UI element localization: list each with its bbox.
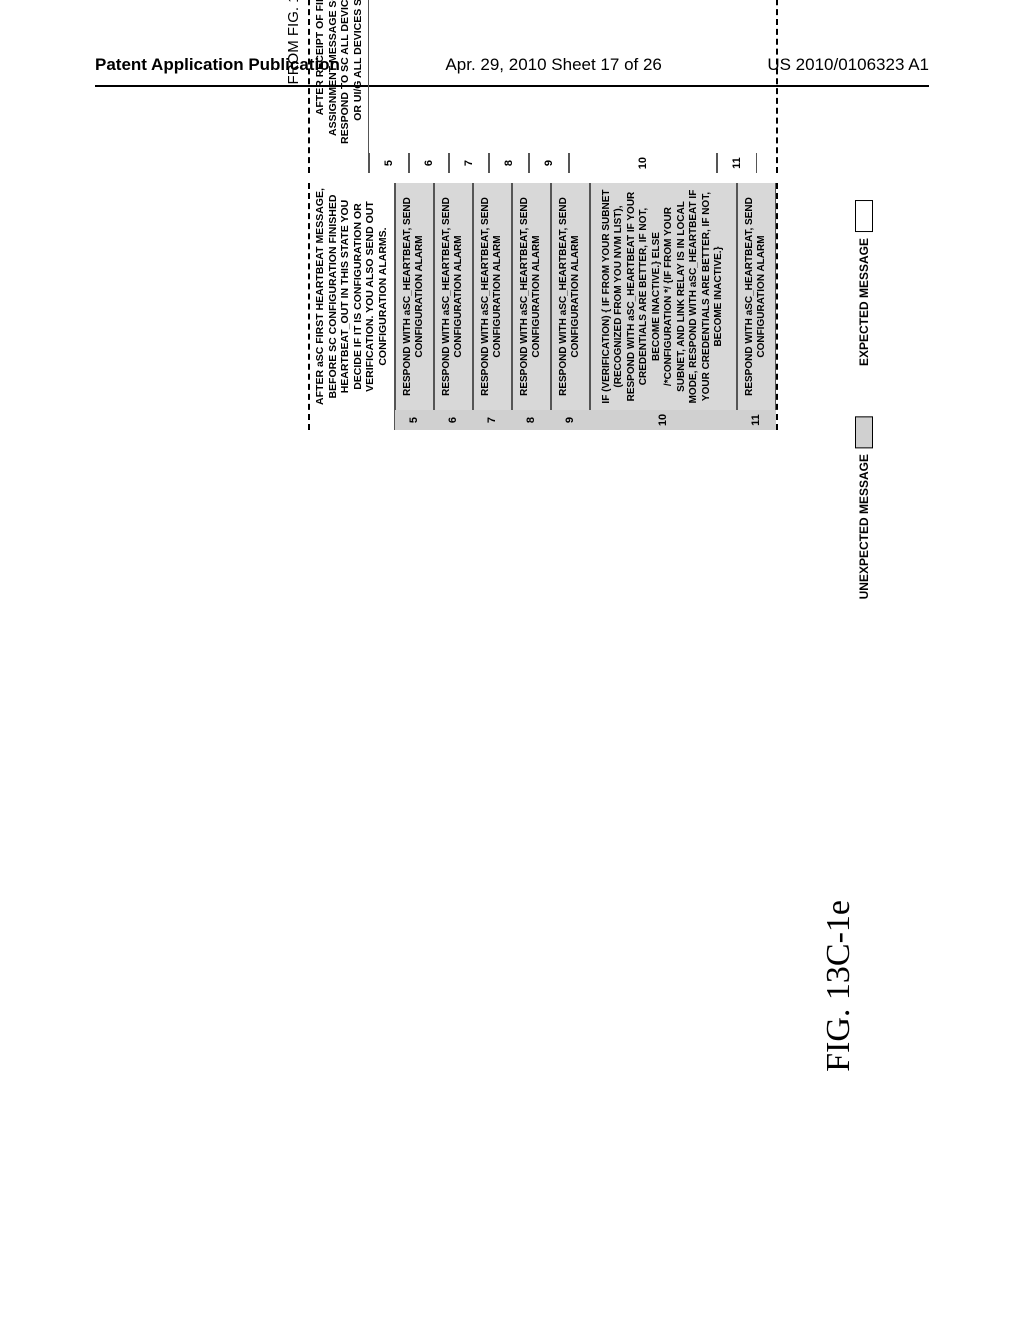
row-number: 11 xyxy=(717,153,757,173)
figure-label: FIG. 13C-1e xyxy=(820,900,858,1072)
row-number: 6 xyxy=(409,153,449,173)
from-figure-ref: FROM FIG. 13C-1d xyxy=(285,0,302,430)
row-number: 5 xyxy=(369,153,409,173)
table-row: 10 xyxy=(569,0,717,173)
table-row: 9 xyxy=(529,0,569,173)
legend-unexpected: UNEXPECTED MESSAGE xyxy=(855,416,873,599)
row-content: RESPOND WITH aSC_HEARTBEAT, SEND CONFIGU… xyxy=(473,183,512,410)
col2-header: AFTER RECEIPT OF FIRST aSC DISABLE ASSIG… xyxy=(310,0,368,153)
row-number: 7 xyxy=(449,153,489,173)
table-row: 10IF (VERIFICATION) { IF FROM YOUR SUBNE… xyxy=(590,183,737,430)
table-row: 7RESPOND WITH aSC_HEARTBEAT, SEND CONFIG… xyxy=(473,183,512,430)
row-content: RESPOND WITH aSC_HEARTBEAT, SEND CONFIGU… xyxy=(395,183,434,410)
row-number: 8 xyxy=(489,153,529,173)
row-number: 5 xyxy=(395,410,434,430)
table-row: 5 xyxy=(369,0,409,173)
row-number: 10 xyxy=(590,410,737,430)
legend-unexpected-box xyxy=(855,416,873,448)
legend-expected-label: EXPECTED MESSAGE xyxy=(857,238,871,366)
col-soft-disabled: AFTER RECEIPT OF FIRST aSC DISABLE ASSIG… xyxy=(308,0,778,173)
row-content: RESPOND WITH aSC_HEARTBEAT, SEND CONFIGU… xyxy=(737,183,776,410)
legend: EXPECTED MESSAGE UNEXPECTED MESSAGE xyxy=(855,200,935,649)
table-row: 6RESPOND WITH aSC_HEARTBEAT, SEND CONFIG… xyxy=(434,183,473,430)
row-number: 7 xyxy=(473,410,512,430)
row-content: RESPOND WITH aSC_HEARTBEAT, SEND CONFIGU… xyxy=(512,183,551,410)
to-figure-ref: TO FIG. 13C-1f xyxy=(784,0,800,430)
figure-body: FROM FIG. 13C-1d AFTER aSC FIRST HEARTBE… xyxy=(285,0,800,430)
row-number: 10 xyxy=(569,153,717,173)
row-content: RESPOND WITH aSC_HEARTBEAT, SEND CONFIGU… xyxy=(551,183,590,410)
legend-expected-box xyxy=(855,200,873,232)
row-content: RESPOND WITH aSC_HEARTBEAT, SEND CONFIGU… xyxy=(434,183,473,410)
row-number: 9 xyxy=(551,410,590,430)
table-row: 5RESPOND WITH aSC_HEARTBEAT, SEND CONFIG… xyxy=(395,183,434,430)
row-content: IF (VERIFICATION) { IF FROM YOUR SUBNET … xyxy=(590,183,737,410)
table-row: 6 xyxy=(409,0,449,173)
table-row: 11RESPOND WITH aSC_HEARTBEAT, SEND CONFI… xyxy=(737,183,776,430)
table-row: 11 xyxy=(717,0,757,173)
row-number: 11 xyxy=(737,410,776,430)
table-row: 7 xyxy=(449,0,489,173)
legend-unexpected-label: UNEXPECTED MESSAGE xyxy=(857,454,871,599)
col1-header: AFTER aSC FIRST HEARTBEAT MESSAGE, BEFOR… xyxy=(310,183,394,410)
table-row: 9RESPOND WITH aSC_HEARTBEAT, SEND CONFIG… xyxy=(551,183,590,430)
table-row: 8 xyxy=(489,0,529,173)
legend-expected: EXPECTED MESSAGE xyxy=(855,200,873,366)
table-row: 8RESPOND WITH aSC_HEARTBEAT, SEND CONFIG… xyxy=(512,183,551,430)
col-heartbeat-out: AFTER aSC FIRST HEARTBEAT MESSAGE, BEFOR… xyxy=(308,183,778,430)
row-number: 9 xyxy=(529,153,569,173)
row-number: 6 xyxy=(434,410,473,430)
row-number: 8 xyxy=(512,410,551,430)
